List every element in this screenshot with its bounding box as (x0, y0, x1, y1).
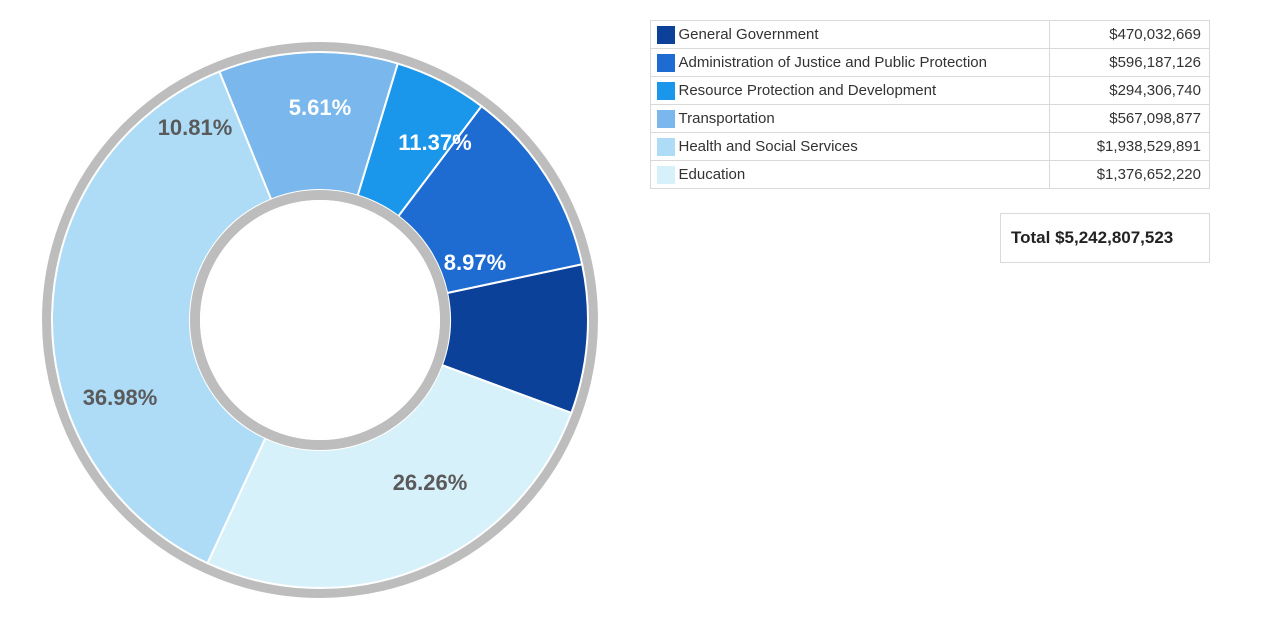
legend-label: Transportation (677, 105, 1050, 133)
legend-row: Resource Protection and Development$294,… (651, 77, 1210, 105)
donut-slice-label: 10.81% (158, 115, 233, 140)
legend-value: $596,187,126 (1050, 49, 1210, 77)
legend-swatch (657, 166, 675, 184)
legend-row: Health and Social Services$1,938,529,891 (651, 133, 1210, 161)
legend-value: $1,376,652,220 (1050, 161, 1210, 189)
donut-slice-label: 11.37% (398, 130, 471, 155)
legend-swatch (657, 110, 675, 128)
legend-value: $294,306,740 (1050, 77, 1210, 105)
legend-table: General Government$470,032,669Administra… (650, 20, 1210, 189)
total-value: $5,242,807,523 (1055, 228, 1173, 247)
legend-row: General Government$470,032,669 (651, 21, 1210, 49)
donut-chart-svg: 8.97% 26.26% 36.98% 10.81% 5.61% 11.37% (20, 20, 620, 620)
legend-swatch (657, 26, 675, 44)
legend-label: Administration of Justice and Public Pro… (677, 49, 1050, 77)
legend-row: Education$1,376,652,220 (651, 161, 1210, 189)
legend-container: General Government$470,032,669Administra… (640, 20, 1247, 618)
legend-swatch-cell (651, 133, 677, 161)
donut-slice-label: 8.97% (444, 250, 506, 275)
legend-value: $1,938,529,891 (1050, 133, 1210, 161)
legend-label: Resource Protection and Development (677, 77, 1050, 105)
legend-label: Health and Social Services (677, 133, 1050, 161)
legend-swatch (657, 138, 675, 156)
total-box: Total $5,242,807,523 (1000, 213, 1210, 263)
donut-slice-label: 26.26% (393, 470, 468, 495)
legend-swatch-cell (651, 105, 677, 133)
legend-value: $470,032,669 (1050, 21, 1210, 49)
legend-swatch (657, 82, 675, 100)
donut-slice-label: 36.98% (83, 385, 158, 410)
legend-swatch-cell (651, 49, 677, 77)
donut-chart-container: 8.97% 26.26% 36.98% 10.81% 5.61% 11.37% (20, 20, 640, 618)
total-label: Total (1011, 228, 1050, 247)
legend-label: General Government (677, 21, 1050, 49)
legend-swatch (657, 54, 675, 72)
legend-swatch-cell (651, 161, 677, 189)
legend-swatch-cell (651, 21, 677, 49)
donut-slice-label: 5.61% (289, 95, 351, 120)
legend-label: Education (677, 161, 1050, 189)
donut-hole (200, 200, 440, 440)
legend-row: Administration of Justice and Public Pro… (651, 49, 1210, 77)
legend-value: $567,098,877 (1050, 105, 1210, 133)
legend-swatch-cell (651, 77, 677, 105)
legend-row: Transportation$567,098,877 (651, 105, 1210, 133)
